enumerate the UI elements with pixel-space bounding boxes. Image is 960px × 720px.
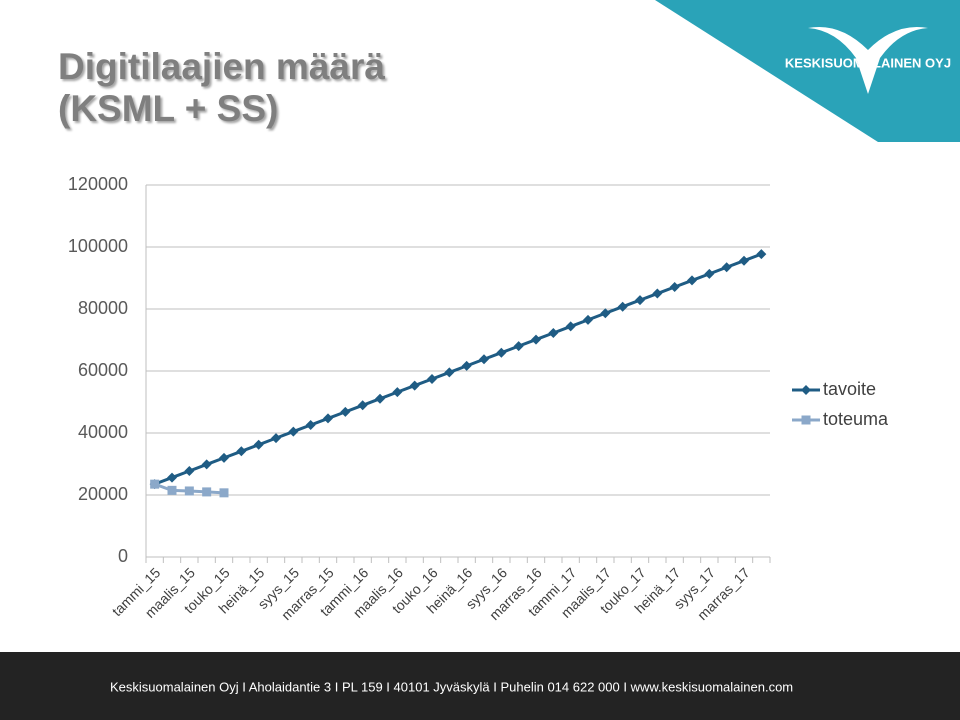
- data-point: [756, 249, 767, 260]
- legend-label: toteuma: [823, 409, 889, 429]
- data-point: [548, 327, 559, 338]
- data-point: [583, 314, 593, 325]
- data-point: [392, 387, 403, 398]
- data-point: [184, 466, 195, 477]
- logo-emblem: [808, 26, 928, 94]
- data-point: [479, 354, 489, 365]
- data-point: [375, 393, 385, 404]
- logo-text: KESKISUOMALAINEN OYJ: [785, 55, 951, 70]
- data-point: [219, 452, 229, 463]
- legend-marker: [801, 415, 811, 425]
- legend-marker: [801, 385, 811, 395]
- y-tick-label: 100000: [68, 236, 128, 256]
- data-point: [739, 255, 749, 266]
- data-point: [167, 485, 177, 495]
- data-point: [565, 321, 576, 332]
- data-point: [236, 446, 247, 457]
- data-point: [409, 380, 420, 391]
- y-tick-label: 60000: [78, 360, 128, 380]
- data-point: [600, 308, 611, 319]
- data-point: [150, 479, 160, 489]
- y-tick-label: 80000: [78, 298, 128, 318]
- data-point: [513, 341, 524, 352]
- data-point: [461, 360, 472, 371]
- data-point: [652, 288, 663, 299]
- footer-bar: [0, 652, 960, 720]
- data-point: [219, 488, 229, 498]
- data-point: [496, 347, 507, 358]
- data-point: [704, 268, 715, 279]
- data-point: [635, 295, 645, 306]
- y-tick-label: 0: [118, 546, 128, 566]
- data-point: [427, 373, 437, 384]
- data-point: [253, 439, 264, 450]
- series-line: [154, 252, 762, 486]
- y-tick-label: 20000: [78, 484, 128, 504]
- data-point: [444, 367, 455, 378]
- data-point: [167, 472, 177, 483]
- legend-label: tavoite: [823, 379, 876, 399]
- data-point: [271, 433, 281, 444]
- data-point: [357, 400, 368, 411]
- data-point: [531, 334, 541, 345]
- data-point: [721, 262, 732, 273]
- data-point: [340, 406, 351, 417]
- data-point: [669, 281, 680, 292]
- data-point: [323, 413, 333, 424]
- data-point: [201, 459, 212, 470]
- y-tick-label: 120000: [68, 174, 128, 194]
- plot: 020000400006000080000100000120000tammi_1…: [68, 174, 889, 623]
- slide-title: Digitilaajien määrä (KSML + SS): [58, 46, 385, 129]
- data-point: [202, 487, 212, 497]
- data-point: [617, 301, 628, 312]
- logo-background: [655, 0, 960, 142]
- data-point: [184, 486, 194, 496]
- data-point: [687, 275, 697, 286]
- data-point: [288, 426, 299, 437]
- y-tick-label: 40000: [78, 422, 128, 442]
- footer-text: Keskisuomalainen Oyj I Aholaidantie 3 I …: [110, 679, 793, 694]
- data-point: [305, 420, 316, 431]
